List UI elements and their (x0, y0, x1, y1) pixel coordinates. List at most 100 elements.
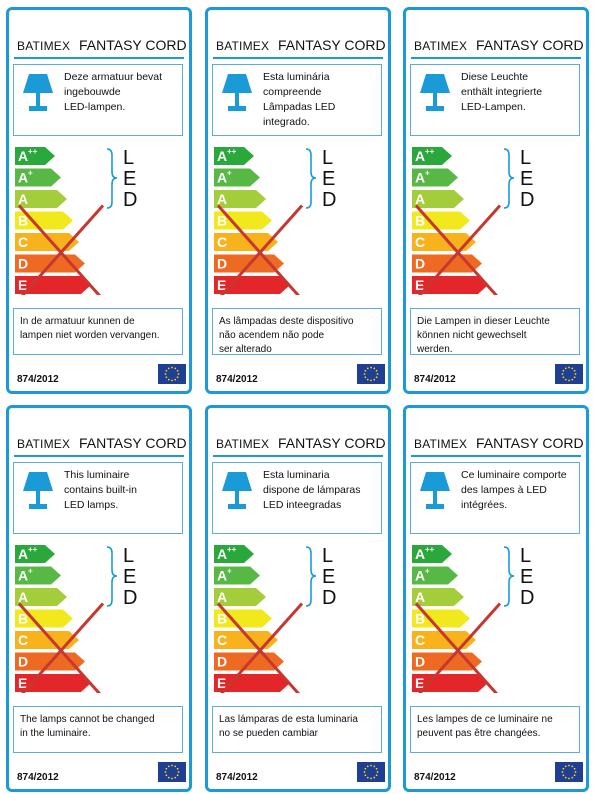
energy-class-bar: C (412, 631, 476, 649)
brand-name: BATIMEX (414, 39, 468, 53)
header-divider (14, 455, 184, 457)
energy-class-letter: A (18, 589, 28, 605)
eu-star (165, 767, 168, 770)
eu-star (165, 369, 168, 372)
cross-out-line (21, 602, 105, 693)
energy-class-bar: C (15, 233, 79, 251)
notice-box: The lamps cannot be changed in the lumin… (13, 706, 183, 753)
energy-class-letter: A (18, 546, 28, 562)
eu-star (176, 767, 179, 770)
energy-class-bar: C (214, 631, 278, 649)
model-name: FANTASY CORD (278, 435, 386, 451)
info-text: Esta luminária compreende Lâmpadas LED i… (263, 70, 379, 130)
notice-line: in the luminaire. (20, 728, 91, 739)
energy-class-letter: A (18, 170, 28, 186)
eu-star (373, 378, 376, 381)
table-lamp-icon (420, 472, 450, 509)
eu-star (574, 373, 577, 375)
eu-star (573, 767, 576, 770)
eu-star (561, 771, 564, 773)
header-divider (411, 455, 581, 457)
led-letter: D (520, 587, 534, 609)
eu-star (375, 376, 378, 379)
eu-star (167, 367, 170, 370)
notice-line: peuvent pas être changées. (417, 728, 541, 739)
led-letter: L (322, 147, 333, 169)
led-letter: D (123, 189, 137, 211)
energy-class-bar: A ++ (214, 545, 254, 563)
energy-class-letter: B (217, 213, 227, 229)
notice-line: Les lampes de ce luminaire ne (417, 714, 553, 725)
energy-class-bar: C (412, 233, 476, 251)
eu-flag-background (555, 364, 583, 384)
info-line: Lâmpadas LED (263, 101, 336, 113)
led-bracket (305, 546, 317, 607)
eu-flag-icon (158, 762, 186, 782)
regulation-number: 874/2012 (216, 772, 258, 783)
energy-class-letter: A (415, 568, 425, 584)
energy-class-letter: C (18, 234, 28, 250)
energy-class-letter: A (415, 148, 425, 164)
eu-star (568, 366, 570, 369)
eu-star (370, 764, 372, 767)
eu-star (376, 373, 379, 375)
notice-line: Las lámparas de esta luminaria (219, 714, 358, 725)
eu-star (562, 767, 565, 770)
eu-star (571, 776, 574, 779)
info-line: compreende (263, 86, 322, 98)
energy-class-bar: B (412, 609, 470, 628)
eu-flag-background (357, 364, 385, 384)
energy-class-letter: B (217, 611, 227, 627)
energy-class-superscript: + (28, 567, 33, 576)
led-letter: D (520, 189, 534, 211)
notice-line: können nicht gewechselt (417, 330, 527, 341)
led-bracket (106, 148, 118, 209)
table-lamp-icon (23, 472, 53, 509)
led-letter: D (322, 189, 336, 211)
notice-box: Die Lampen in dieser Leuchte können nich… (410, 308, 580, 355)
info-box: Esta luminaria dispone de lámparas LED i… (212, 462, 382, 534)
info-line: LED-Lampen. (461, 101, 526, 113)
eu-star (375, 369, 378, 372)
energy-class-bar: B (15, 609, 73, 628)
energy-class-bar: A (412, 588, 464, 606)
led-bracket (503, 546, 515, 607)
eu-star (571, 378, 574, 381)
energy-class-letter: E (18, 277, 27, 293)
led-bracket (106, 546, 118, 607)
info-line: Ce luminaire comporte (461, 469, 567, 481)
info-box: Esta luminária compreende Lâmpadas LED i… (212, 64, 382, 136)
energy-class-letter: A (415, 546, 425, 562)
energy-class-letter: C (217, 234, 227, 250)
eu-star (366, 378, 369, 381)
notice-line: lampen niet worden vervangen. (20, 330, 160, 341)
energy-class-letter: E (415, 277, 424, 293)
header-divider (411, 57, 581, 59)
eu-star (366, 367, 369, 370)
info-box: Deze armatuur bevat ingebouwde LED-lampe… (13, 64, 183, 136)
notice-text: Les lampes de ce luminaire ne peuvent pa… (417, 713, 575, 741)
info-text: This luminaire contains built-in LED lam… (64, 468, 180, 513)
notice-line: Die Lampen in dieser Leuchte (417, 316, 550, 327)
energy-class-bar: B (15, 211, 73, 230)
energy-class-letter: A (217, 170, 227, 186)
energy-class-letter: D (18, 654, 28, 670)
eu-flag-icon (357, 364, 385, 384)
regulation-number: 874/2012 (17, 772, 59, 783)
energy-class-bar: B (412, 211, 470, 230)
info-text: Esta luminaria dispone de lámparas LED i… (263, 468, 379, 513)
led-letter: E (123, 168, 136, 190)
eu-star (364, 774, 367, 777)
eu-star (571, 367, 574, 370)
energy-class-bar: B (214, 211, 272, 230)
eu-star (171, 366, 173, 369)
energy-class-bar: A (15, 190, 67, 208)
table-lamp-icon (420, 74, 450, 111)
energy-class-letter: A (18, 568, 28, 584)
energy-class-bar: A ++ (412, 147, 452, 165)
led-letter: D (322, 587, 336, 609)
regulation-number: 874/2012 (17, 374, 59, 385)
